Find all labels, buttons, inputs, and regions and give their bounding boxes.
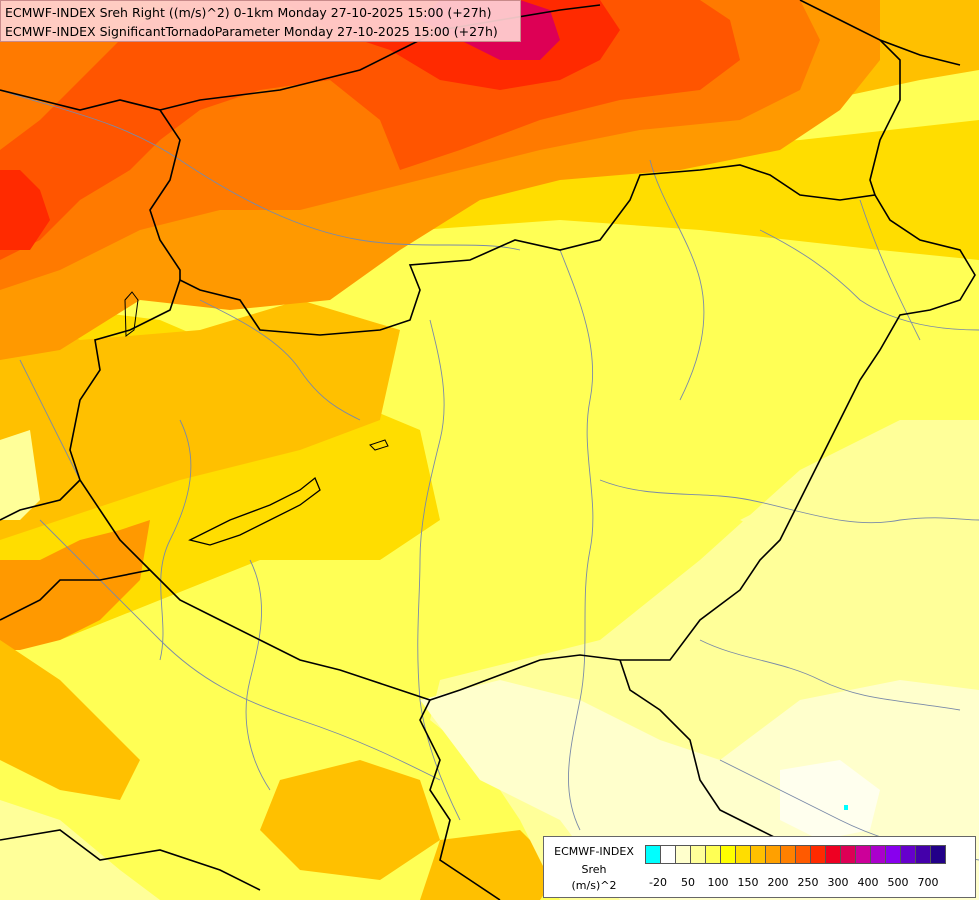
legend-swatches — [645, 845, 946, 864]
legend-swatch — [750, 845, 766, 864]
legend-model-label: ECMWF-INDEX — [554, 845, 634, 858]
legend-swatch — [780, 845, 796, 864]
map-title-box: ECMWF-INDEX Sreh Right ((m/s)^2) 0-1km M… — [0, 0, 521, 42]
legend-swatch — [795, 845, 811, 864]
legend-tick-label: -20 — [649, 876, 667, 889]
legend-unit-label: (m/s)^2 — [571, 879, 617, 892]
legend-swatch — [900, 845, 916, 864]
legend-swatch — [825, 845, 841, 864]
legend-tick-label: 100 — [707, 876, 729, 889]
legend-swatch — [675, 845, 691, 864]
lake-neusiedl — [124, 291, 139, 337]
legend-param-label: Sreh — [581, 863, 607, 876]
field-orange-northwest — [0, 0, 979, 540]
legend-swatch — [735, 845, 751, 864]
map-title-line-1: ECMWF-INDEX Sreh Right ((m/s)^2) 0-1km M… — [5, 5, 492, 20]
map-title-line-2: ECMWF-INDEX SignificantTornadoParameter … — [5, 24, 498, 39]
field-light-southwest — [0, 430, 160, 900]
legend-tick-label: 150 — [737, 876, 759, 889]
field-red — [0, 0, 620, 250]
color-legend: ECMWF-INDEX Sreh (m/s)^2 -20 50 100 150 200 2… — [543, 836, 976, 898]
legend-swatch — [765, 845, 781, 864]
field-orange-southwest — [0, 520, 150, 650]
legend-swatch — [720, 845, 736, 864]
field-light-east — [740, 470, 979, 600]
legend-swatch — [885, 845, 901, 864]
field-cyan-spot — [844, 805, 848, 810]
legend-swatch — [705, 845, 721, 864]
lake-balaton — [188, 476, 321, 546]
legend-tick-label: 300 — [827, 876, 849, 889]
legend-tick-label: 400 — [857, 876, 879, 889]
legend-swatch — [810, 845, 826, 864]
field-white-spot — [780, 760, 880, 840]
legend-tick-label: 200 — [767, 876, 789, 889]
legend-swatch — [870, 845, 886, 864]
legend-swatch — [855, 845, 871, 864]
legend-swatch — [915, 845, 931, 864]
legend-swatch — [930, 845, 946, 864]
legend-tick-label: 50 — [681, 876, 695, 889]
legend-tick-label: 250 — [797, 876, 819, 889]
legend-swatch — [645, 845, 661, 864]
field-orange-west-strip — [0, 640, 560, 900]
legend-swatch — [660, 845, 676, 864]
legend-swatch — [690, 845, 706, 864]
legend-ticks: -20 50 100 150 200 250 300 400 500 700 — [645, 876, 975, 890]
legend-tick-label: 700 — [917, 876, 939, 889]
legend-tick-label: 500 — [887, 876, 909, 889]
lake-small — [369, 439, 389, 451]
legend-swatch — [840, 845, 856, 864]
